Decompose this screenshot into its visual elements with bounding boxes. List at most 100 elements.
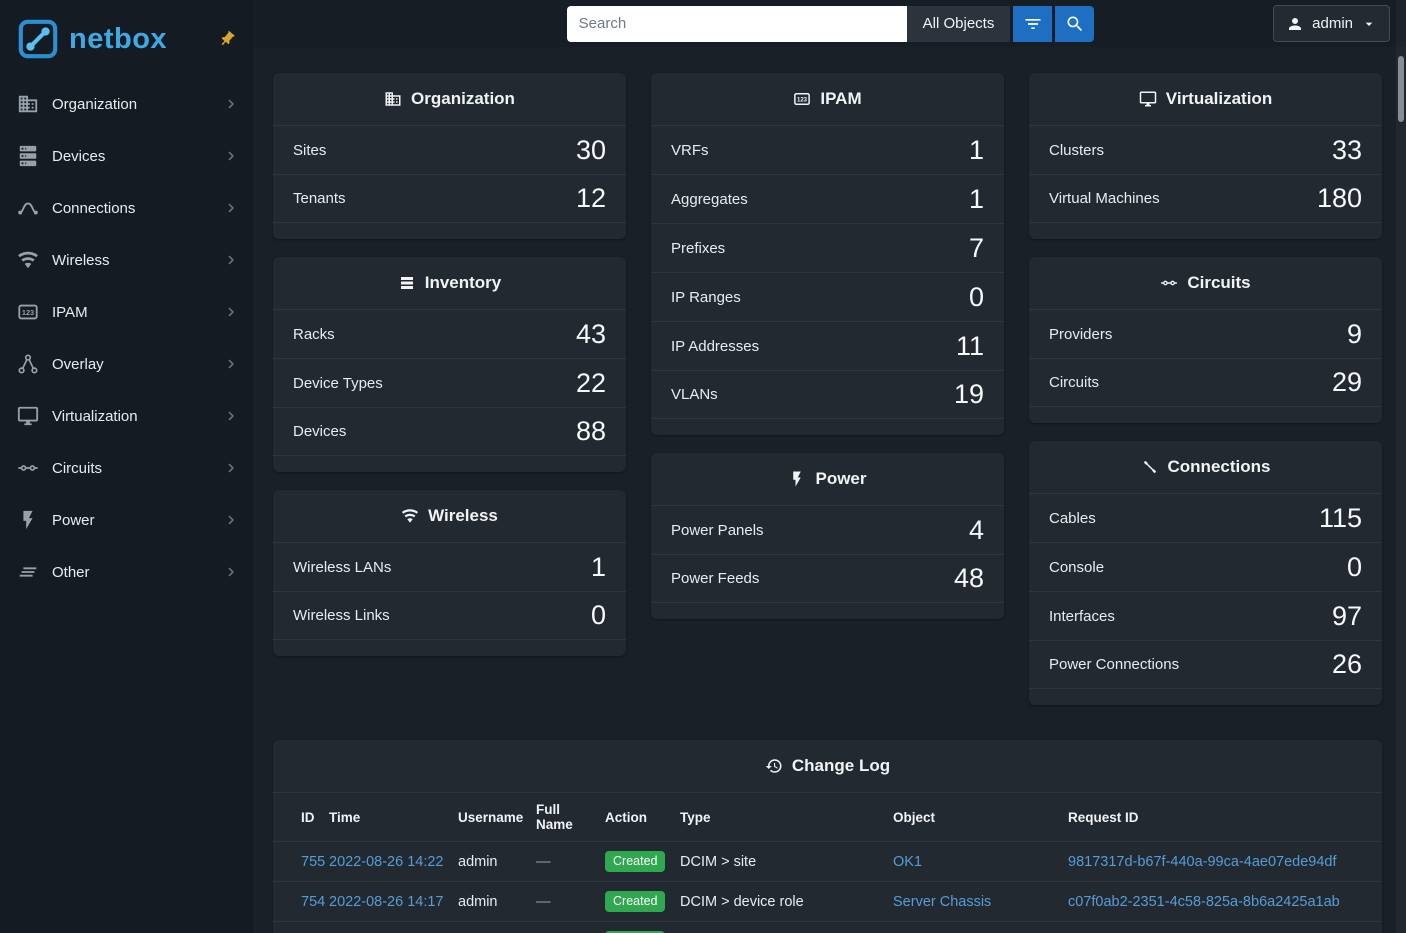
stat-link-sites[interactable]: Sites xyxy=(293,141,327,159)
changelog-row: 754 2022-08-26 14:17 admin — Created DCI… xyxy=(273,881,1382,922)
search-input[interactable] xyxy=(566,5,907,42)
sidebar-item-overlay[interactable]: Overlay xyxy=(0,338,254,390)
stat-row: Circuits 29 xyxy=(1029,358,1382,407)
chevron-right-icon xyxy=(222,251,240,269)
scrollbar-thumb[interactable] xyxy=(1398,56,1404,122)
stat-value-device-types[interactable]: 22 xyxy=(575,367,606,398)
lines-icon xyxy=(17,561,39,583)
stat-link-virtual-machines[interactable]: Virtual Machines xyxy=(1049,190,1160,207)
stat-value-devices[interactable]: 88 xyxy=(575,416,606,446)
stat-link-clusters[interactable]: Clusters xyxy=(1049,141,1105,159)
changelog-time-link[interactable]: 2022-08-26 14:17 xyxy=(329,893,444,910)
col-header-id: ID xyxy=(273,792,329,842)
stat-row: Tenants 12 xyxy=(273,174,626,223)
changelog-id-link[interactable]: 755 xyxy=(301,853,326,870)
stat-value-wireless-links[interactable]: 0 xyxy=(590,600,606,630)
user-menu-button[interactable]: admin xyxy=(1273,5,1390,42)
chevron-right-icon xyxy=(222,511,240,529)
stat-value-interfaces[interactable]: 97 xyxy=(1331,600,1362,631)
stat-link-power-connections[interactable]: Power Connections xyxy=(1049,656,1180,673)
stat-row: Aggregates 1 xyxy=(651,174,1004,223)
stat-link-wireless-lans[interactable]: Wireless LANs xyxy=(293,558,392,576)
stat-link-interfaces[interactable]: Interfaces xyxy=(1049,607,1115,625)
cell-id: 755 xyxy=(273,841,329,882)
changelog-request-link[interactable]: c07f0ab2-2351-4c58-825a-8b6a2425a1ab xyxy=(1068,893,1340,910)
changelog-request-link[interactable]: 9817317d-b67f-440a-99ca-4ae07ede94df xyxy=(1068,853,1337,870)
stat-value-ip-ranges[interactable]: 0 xyxy=(968,281,984,312)
stat-value-vrfs[interactable]: 1 xyxy=(968,134,984,165)
stat-link-console[interactable]: Console xyxy=(1049,558,1105,576)
cell-object: OnboardAdministrator-2 xyxy=(893,921,1068,933)
changelog-id-link[interactable]: 754 xyxy=(301,893,326,910)
stat-link-vrfs[interactable]: VRFs xyxy=(671,141,709,159)
sidebar-item-label: Organization xyxy=(52,95,138,113)
stat-value-virtual-machines[interactable]: 180 xyxy=(1316,183,1362,213)
sidebar-item-power[interactable]: Power xyxy=(0,494,254,546)
stat-value-tenants[interactable]: 12 xyxy=(575,183,606,213)
search-submit-button[interactable] xyxy=(1055,5,1095,42)
stat-value-console[interactable]: 0 xyxy=(1346,551,1362,582)
stat-link-wireless-links[interactable]: Wireless Links xyxy=(293,607,390,624)
sidebar-item-circuits[interactable]: Circuits xyxy=(0,442,254,494)
stat-link-vlans[interactable]: VLANs xyxy=(671,386,718,403)
stat-value-wireless-lans[interactable]: 1 xyxy=(590,551,606,582)
stat-value-sites[interactable]: 30 xyxy=(575,134,606,165)
organization-card-header: Organization xyxy=(273,73,626,125)
stat-link-aggregates[interactable]: Aggregates xyxy=(671,190,748,208)
stat-link-racks[interactable]: Racks xyxy=(293,325,335,343)
sidebar-item-wireless[interactable]: Wireless xyxy=(0,234,254,286)
graph-icon xyxy=(17,353,39,375)
stat-link-device-types[interactable]: Device Types xyxy=(293,374,383,392)
stat-value-power-panels[interactable]: 4 xyxy=(968,514,984,545)
sidebar-item-ipam[interactable]: IPAM xyxy=(0,286,254,338)
sidebar-pin-button[interactable] xyxy=(214,26,240,52)
stat-link-cables[interactable]: Cables xyxy=(1049,509,1096,527)
stat-link-prefixes[interactable]: Prefixes xyxy=(671,239,726,257)
ipam-card: IPAM VRFs 1 Aggregates 1 Prefixes xyxy=(651,73,1004,435)
stat-value-power-connections[interactable]: 26 xyxy=(1331,649,1362,679)
stat-value-aggregates[interactable]: 1 xyxy=(968,183,984,214)
changelog-time-link[interactable]: 2022-08-26 14:22 xyxy=(329,853,444,870)
changelog-object-link[interactable]: OK1 xyxy=(893,853,923,870)
stat-link-ip-ranges[interactable]: IP Ranges xyxy=(671,288,741,306)
sidebar-item-virtualization[interactable]: Virtualization xyxy=(0,390,254,442)
sidebar-item-devices[interactable]: Devices xyxy=(0,130,254,182)
chevron-right-icon xyxy=(222,95,240,113)
netbox-logo-icon xyxy=(16,17,60,61)
stat-value-circuits[interactable]: 29 xyxy=(1331,367,1362,397)
stat-value-racks[interactable]: 43 xyxy=(575,318,606,349)
stat-link-tenants[interactable]: Tenants xyxy=(293,190,346,207)
cell-username: admin xyxy=(458,921,536,933)
stat-link-providers[interactable]: Providers xyxy=(1049,325,1113,343)
stat-value-providers[interactable]: 9 xyxy=(1346,318,1362,349)
stat-link-circuits[interactable]: Circuits xyxy=(1049,374,1100,391)
col-header-request-id: Request ID xyxy=(1068,792,1382,842)
monitor-icon xyxy=(17,405,39,427)
building-icon xyxy=(384,90,402,108)
virtualization-card: Virtualization Clusters 33 Virtual Machi… xyxy=(1029,73,1382,239)
stat-value-cables[interactable]: 115 xyxy=(1318,502,1362,533)
user-icon xyxy=(1286,15,1304,33)
cell-id: 754 xyxy=(273,881,329,922)
counter-icon xyxy=(793,90,811,108)
sidebar-item-organization[interactable]: Organization xyxy=(0,78,254,130)
netbox-logo-link[interactable]: netbox xyxy=(16,17,167,61)
sidebar-item-label: Circuits xyxy=(52,459,103,477)
stat-link-ip-addresses[interactable]: IP Addresses xyxy=(671,337,760,355)
stat-value-prefixes[interactable]: 7 xyxy=(968,232,984,263)
stat-link-power-feeds[interactable]: Power Feeds xyxy=(671,570,760,587)
changelog-object-link[interactable]: Server Chassis xyxy=(893,893,992,910)
sidebar-item-other[interactable]: Other xyxy=(0,546,254,598)
stat-link-devices[interactable]: Devices xyxy=(293,423,347,440)
filter-button[interactable] xyxy=(1013,5,1053,42)
stat-value-ip-addresses[interactable]: 11 xyxy=(955,330,984,361)
stat-value-clusters[interactable]: 33 xyxy=(1331,134,1362,165)
object-type-dropdown[interactable]: All Objects xyxy=(906,5,1011,42)
stat-link-power-panels[interactable]: Power Panels xyxy=(671,521,764,539)
history-icon xyxy=(765,757,783,775)
stat-row: Virtual Machines 180 xyxy=(1029,174,1382,223)
stat-value-power-feeds[interactable]: 48 xyxy=(953,563,984,593)
stat-row: VLANs 19 xyxy=(651,370,1004,419)
stat-value-vlans[interactable]: 19 xyxy=(953,379,984,409)
sidebar-item-connections[interactable]: Connections xyxy=(0,182,254,234)
